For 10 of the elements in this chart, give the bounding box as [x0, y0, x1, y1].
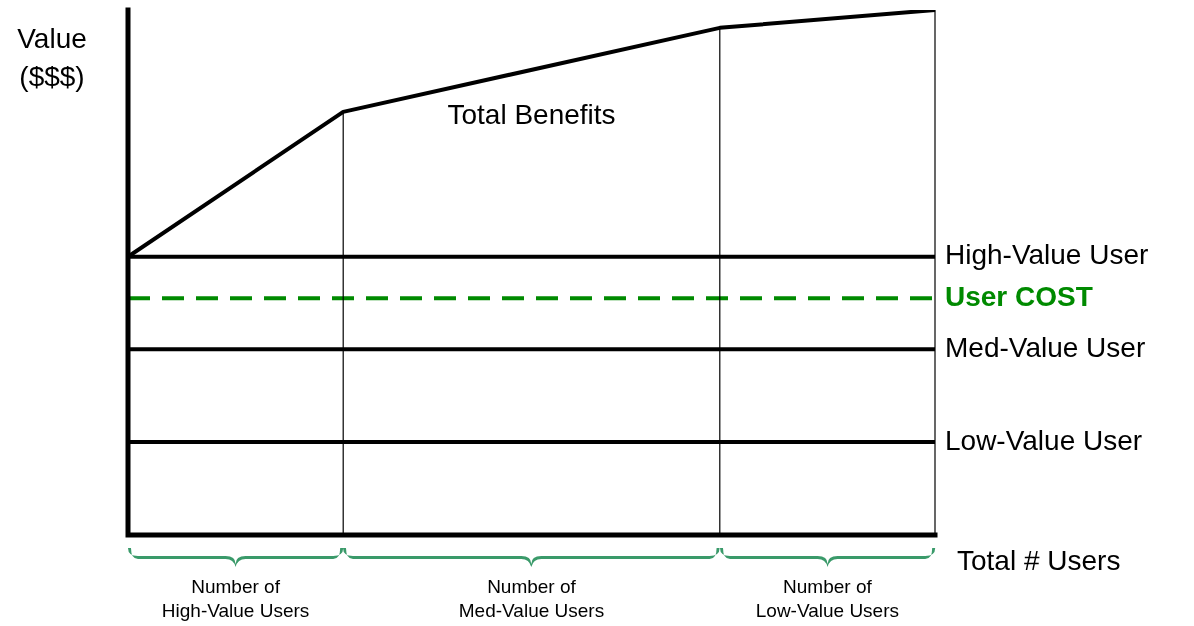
text: Number of Low-Value Users	[754, 575, 900, 623]
series-label: High-Value User	[945, 239, 1149, 271]
series-label: User COST	[945, 280, 1093, 312]
text: Number of High-Value Users	[160, 575, 311, 623]
series-label: Low-Value User	[945, 424, 1143, 456]
text: Number of Med-Value Users	[457, 575, 606, 623]
x-axis-title: Total # Users	[957, 544, 1121, 576]
series-label: Med-Value User	[945, 331, 1146, 363]
y-axis-title: Value ($$$)	[17, 22, 87, 92]
series-label: Total Benefits	[447, 98, 616, 130]
